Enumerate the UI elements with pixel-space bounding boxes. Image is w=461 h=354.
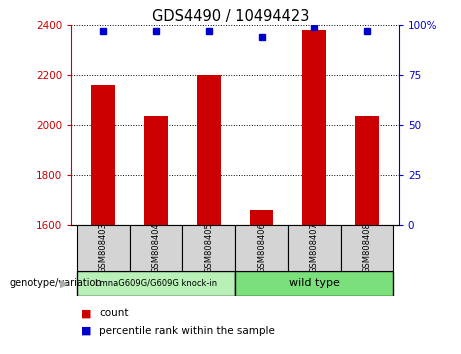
Text: GSM808407: GSM808407 [310,222,319,273]
Text: ■: ■ [81,326,91,336]
Bar [341,225,394,271]
Bar [182,225,235,271]
Bar [355,116,379,354]
Text: GSM808404: GSM808404 [151,222,160,273]
Bar [288,225,341,271]
Text: GSM808408: GSM808408 [363,222,372,273]
Bar [235,225,288,271]
Bar [235,271,394,296]
Text: ▶: ▶ [60,278,68,288]
Bar [77,271,235,296]
Bar [249,210,273,354]
Text: GDS4490 / 10494423: GDS4490 / 10494423 [152,9,309,24]
Text: ■: ■ [81,308,91,318]
Text: genotype/variation: genotype/variation [9,278,102,288]
Text: GSM808406: GSM808406 [257,222,266,273]
Bar [144,116,168,354]
Bar [302,30,326,354]
Text: count: count [99,308,129,318]
Bar [130,225,182,271]
Text: LmnaG609G/G609G knock-in: LmnaG609G/G609G knock-in [95,279,217,288]
Text: percentile rank within the sample: percentile rank within the sample [99,326,275,336]
Text: GSM808405: GSM808405 [204,222,213,273]
Text: wild type: wild type [289,278,340,288]
Bar [197,75,221,354]
Bar [91,85,115,354]
Bar [77,225,130,271]
Text: GSM808403: GSM808403 [99,222,107,273]
